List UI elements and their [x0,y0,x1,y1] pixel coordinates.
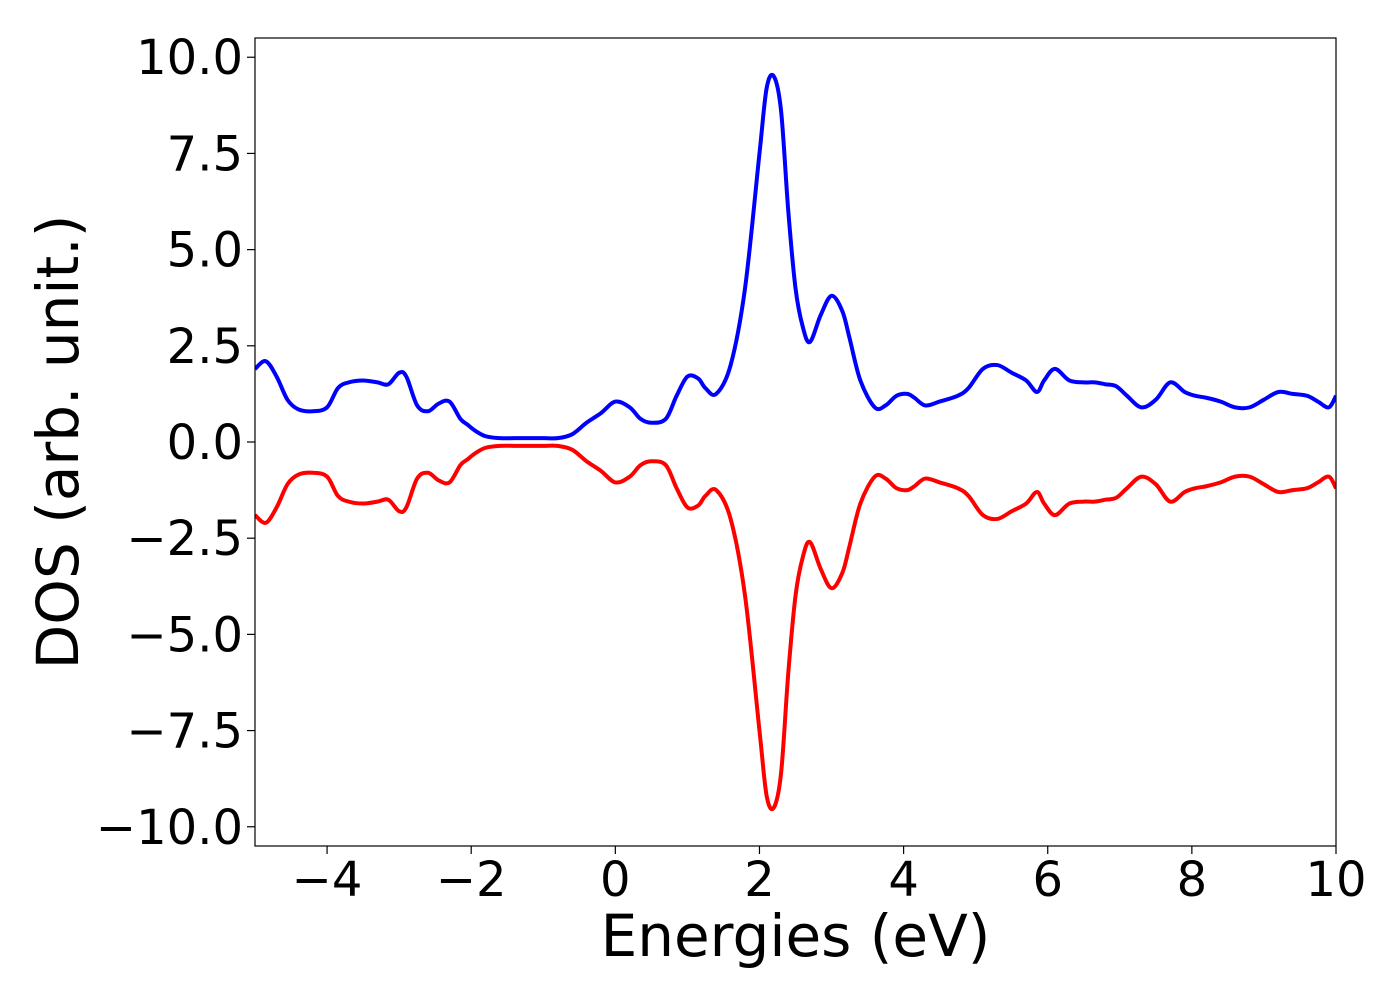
x-tick-label: −4 [292,852,363,908]
y-axis-label: DOS (arb. unit.) [24,215,92,670]
x-tick-label: 8 [1177,852,1208,908]
y-tick-label: 7.5 [167,126,243,182]
y-tick-label: −2.5 [126,511,243,567]
y-tick-label: 2.5 [167,319,243,375]
x-tick-label: 4 [888,852,919,908]
series-line-2 [255,443,1336,812]
y-tick-label: 5.0 [167,223,243,279]
x-axis-label: Energies (eV) [601,902,991,970]
series-line-1 [255,72,1336,441]
y-tick-label: 0.0 [167,415,243,471]
y-tick-label: −7.5 [126,704,243,760]
y-tick-label: 10.0 [136,30,243,86]
x-tick-label: −2 [436,852,507,908]
y-tick-label: −10.0 [96,800,243,856]
x-tick-label: 10 [1305,852,1366,908]
series-layer [255,72,1336,812]
x-tick-label: 6 [1032,852,1063,908]
y-tick-label: −5.0 [126,607,243,663]
x-tick-label: 0 [600,852,631,908]
x-axis-ticks: −4 −2 0 2 4 6 8 10 [292,846,1367,908]
y-axis-ticks: 10.0 7.5 5.0 2.5 0.0 −2.5 −5.0 −7.5 −10.0 [96,30,255,856]
x-tick-label: 2 [744,852,775,908]
